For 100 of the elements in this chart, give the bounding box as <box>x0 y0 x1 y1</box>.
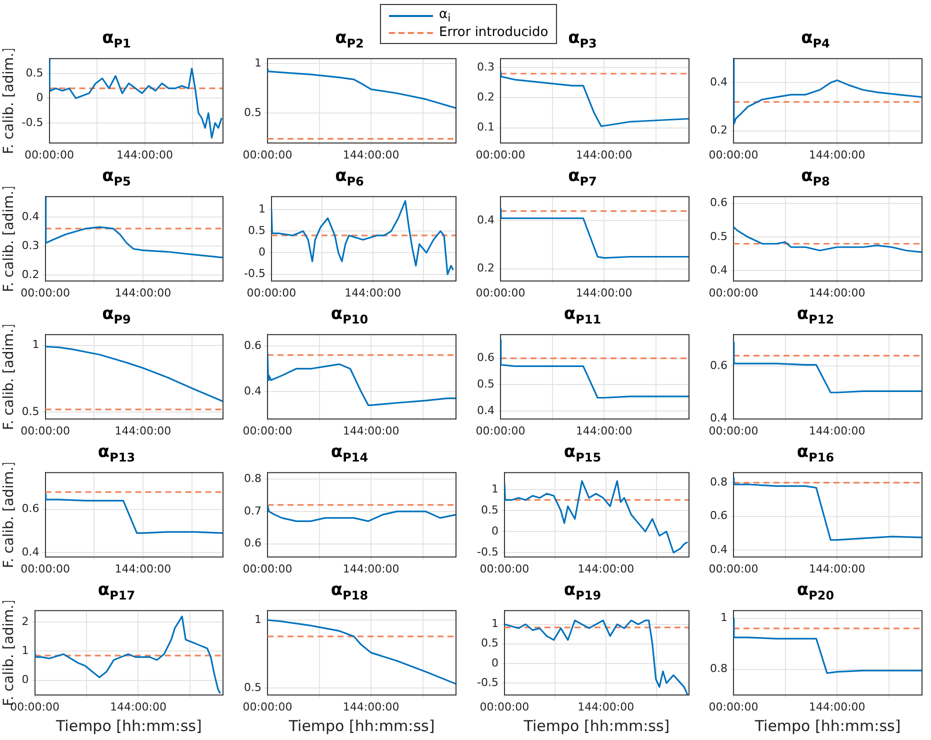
x-tick-label: 144:00:00 <box>576 286 632 300</box>
x-tick-label: 00:00:00 <box>476 148 526 162</box>
chart-title: α$_{P10}$ <box>330 303 370 326</box>
y-tick-label: 0.4 <box>22 545 40 558</box>
y-tick-label: 0.4 <box>710 76 728 89</box>
x-tick-label: 144:00:00 <box>808 700 866 714</box>
x-tick-label: 144:00:00 <box>114 562 172 576</box>
x-tick-label: 144:00:00 <box>116 148 173 162</box>
chart-title: α$_{P3}$ <box>568 28 597 50</box>
chart-title: α$_{P18}$ <box>330 579 370 602</box>
x-tick-label: 00:00:00 <box>480 700 530 714</box>
x-tick-label: 00:00:00 <box>20 286 70 300</box>
x-tick-label: 144:00:00 <box>114 286 172 300</box>
y-tick-label: -0.5 <box>476 545 498 558</box>
chart-title: α$_{P7}$ <box>567 165 598 188</box>
chart-title: α$_{P6}$ <box>334 165 365 188</box>
x-tick-label: 144:00:00 <box>578 562 634 576</box>
x-axis-title: Tiempo [hh:mm:ss] <box>754 716 901 735</box>
y-tick-label: 0.2 <box>710 124 728 137</box>
chart-title: α$_{P20}$ <box>796 579 836 602</box>
y-tick-label: -0.5 <box>22 116 44 129</box>
y-tick-label: 0.3 <box>22 238 40 252</box>
x-tick-label: 00:00:00 <box>708 424 758 438</box>
x-tick-label: 144:00:00 <box>808 148 866 162</box>
x-tick-label: 00:00:00 <box>708 286 758 300</box>
x-axis-title: Tiempo [hh:mm:ss] <box>54 716 202 735</box>
y-tick-label: 1 <box>491 482 498 496</box>
chart-title: α$_{P13}$ <box>96 441 136 464</box>
x-tick-label: 00:00:00 <box>246 286 296 300</box>
x-tick-label: 144:00:00 <box>114 424 172 438</box>
y-tick-label: 0.4 <box>476 404 494 417</box>
y-tick-label: 0 <box>258 246 266 259</box>
chart-title: α$_{P17}$ <box>96 579 136 602</box>
y-tick-label: 1 <box>32 338 40 352</box>
y-tick-label: 0.5 <box>22 404 40 418</box>
x-tick-label: 144:00:00 <box>344 286 402 300</box>
x-tick-label: 144:00:00 <box>808 424 866 438</box>
x-tick-label: 144:00:00 <box>342 700 400 714</box>
chart-title: α$_{P8}$ <box>800 165 831 188</box>
y-tick-label: 0.4 <box>710 264 728 277</box>
y-tick-label: 0.6 <box>476 351 494 364</box>
chart-title: α$_{P19}$ <box>562 579 602 602</box>
y-tick-label: 0.5 <box>248 224 266 238</box>
y-tick-label: 0.8 <box>710 476 728 489</box>
chart-title: α$_{P4}$ <box>800 27 831 50</box>
chart-title: α$_{P1}$ <box>101 27 132 50</box>
x-tick-label: 00:00:00 <box>10 700 60 714</box>
x-tick-label: 144:00:00 <box>808 286 866 300</box>
y-tick-label: 0 <box>491 656 498 670</box>
x-tick-label: 00:00:00 <box>20 562 70 576</box>
y-tick-label: 0.5 <box>476 377 494 390</box>
x-tick-label: 00:00:00 <box>242 424 292 438</box>
y-tick-label: 0.1 <box>476 120 494 134</box>
y-tick-label: 0 <box>491 524 498 538</box>
y-tick-label: 1 <box>254 56 262 70</box>
y-tick-label: 0 <box>22 673 29 686</box>
x-tick-label: 00:00:00 <box>708 700 758 714</box>
x-tick-label: 00:00:00 <box>24 148 74 162</box>
x-axis-title: Tiempo [hh:mm:ss] <box>288 716 435 735</box>
legend-label: α$_{i}$ <box>439 6 451 24</box>
y-tick-label: 0.3 <box>476 60 494 74</box>
x-tick-label: 00:00:00 <box>242 148 292 162</box>
y-tick-label: 0.8 <box>244 472 262 485</box>
chart-title: α$_{P12}$ <box>796 303 836 326</box>
x-tick-label: 144:00:00 <box>342 562 400 576</box>
x-tick-label: 144:00:00 <box>342 424 400 438</box>
y-tick-label: 0.2 <box>22 268 40 281</box>
chart-title: α$_{P14}$ <box>330 441 370 464</box>
y-tick-label: 0.4 <box>710 412 728 425</box>
y-tick-label: 0.6 <box>244 338 262 352</box>
y-tick-label: 0.7 <box>244 504 262 518</box>
y-tick-label: 0.5 <box>244 106 262 119</box>
y-tick-label: 0 <box>36 91 44 104</box>
y-tick-label: 0.5 <box>480 503 498 516</box>
y-tick-label: 0.6 <box>22 502 40 516</box>
y-tick-label: -0.5 <box>244 267 266 280</box>
x-tick-label: 00:00:00 <box>242 562 292 576</box>
x-tick-label: 144:00:00 <box>110 700 166 714</box>
y-tick-label: 0.2 <box>476 262 494 275</box>
x-tick-label: 144:00:00 <box>578 700 634 714</box>
x-tick-label: 00:00:00 <box>20 424 70 438</box>
y-tick-label: 0.5 <box>480 636 498 650</box>
chart-title: α$_{P2}$ <box>335 28 364 50</box>
x-tick-label: 00:00:00 <box>476 424 526 438</box>
y-tick-label: -0.5 <box>476 676 498 689</box>
x-tick-label: 00:00:00 <box>708 148 758 162</box>
y-tick-label: 1 <box>22 644 29 658</box>
y-tick-label: 1 <box>254 612 262 626</box>
y-tick-label: 0.4 <box>476 214 494 227</box>
x-tick-label: 144:00:00 <box>576 424 632 438</box>
y-tick-label: 0.4 <box>244 384 262 398</box>
x-tick-label: 00:00:00 <box>480 562 530 576</box>
chart-title: α$_{P11}$ <box>562 303 602 326</box>
y-tick-label: 0.6 <box>710 509 728 522</box>
y-tick-label: 0.5 <box>244 680 262 694</box>
y-tick-label: 0.2 <box>476 90 494 104</box>
x-tick-label: 00:00:00 <box>242 700 292 714</box>
y-tick-label: 0.6 <box>710 359 728 372</box>
y-tick-label: 0.5 <box>26 66 44 80</box>
x-tick-label: 144:00:00 <box>342 148 400 162</box>
